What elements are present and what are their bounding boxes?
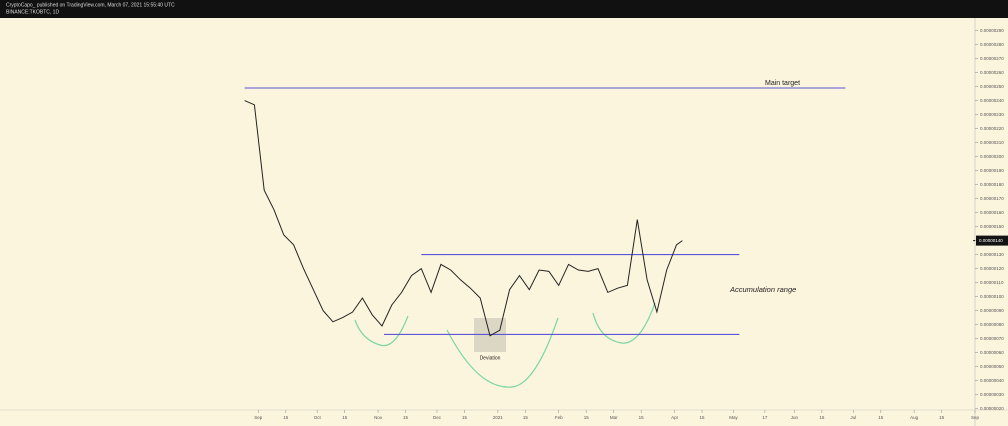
header-bar: [0, 0, 1008, 18]
x-tick-label: Jun: [791, 415, 799, 420]
x-tick-label: 15: [403, 415, 409, 420]
y-tick-label: 0.00000080: [980, 322, 1004, 327]
x-tick-label: Aug: [910, 415, 919, 420]
y-tick-label: 0.00000230: [980, 112, 1004, 117]
x-tick-label: 15: [878, 415, 884, 420]
x-tick-label: Sep: [971, 415, 980, 420]
y-tick-label: 0.00000150: [980, 224, 1004, 229]
y-tick-label: 0.00000220: [980, 126, 1004, 131]
annotation: Accumulation range: [729, 285, 796, 294]
x-tick-label: 2021: [493, 415, 504, 420]
price-line: [244, 100, 683, 337]
x-tick-label: Jul: [850, 415, 856, 420]
x-tick-label: 15: [584, 415, 590, 420]
y-tick-label: 0.00000120: [980, 266, 1004, 271]
y-tick-label: 0.00000180: [980, 182, 1004, 187]
last-price-label: 0.00000140: [979, 238, 1003, 243]
y-tick-label: 0.00000070: [980, 336, 1004, 341]
y-tick-label: 0.00000040: [980, 378, 1004, 383]
y-tick-label: 0.00000270: [980, 56, 1004, 61]
last-price-box: [976, 235, 1008, 246]
y-tick-label: 0.00000020: [980, 406, 1004, 411]
y-tick-label: 0.00000260: [980, 70, 1004, 75]
x-tick-label: 15: [283, 415, 289, 420]
y-tick-label: 0.00000290: [980, 28, 1004, 33]
y-tick-label: 0.00000210: [980, 140, 1004, 145]
x-tick-label: Mar: [610, 415, 618, 420]
y-tick-label: 0.00000110: [980, 280, 1004, 285]
x-tick-label: 15: [939, 415, 945, 420]
y-tick-label: 0.00000250: [980, 84, 1004, 89]
y-tick-label: 0.00000090: [980, 308, 1004, 313]
x-tick-label: 15: [462, 415, 468, 420]
y-tick-label: 0.00000130: [980, 252, 1004, 257]
projection-curve: [592, 302, 656, 344]
x-tick-label: 15: [639, 415, 645, 420]
y-tick-label: 0.00000190: [980, 168, 1004, 173]
projection-curve: [354, 315, 409, 347]
x-tick-label: Sep: [254, 415, 263, 420]
x-tick-label: Apr: [671, 415, 679, 420]
annotation: Main target: [765, 80, 800, 87]
x-tick-label: Feb: [555, 415, 563, 420]
x-tick-label: 15: [523, 415, 529, 420]
x-tick-label: Dec: [433, 415, 442, 420]
y-tick-label: 0.00000170: [980, 196, 1004, 201]
y-tick-label: 0.00000280: [980, 42, 1004, 47]
x-tick-label: 17: [762, 415, 768, 420]
y-tick-label: 0.00000160: [980, 210, 1004, 215]
y-tick-label: 0.00000240: [980, 98, 1004, 103]
y-tick-label: 0.00000100: [980, 294, 1004, 299]
y-tick-label: 0.00000030: [980, 392, 1004, 397]
y-tick-label: 0.00000200: [980, 154, 1004, 159]
x-tick-label: May: [729, 415, 738, 420]
x-tick-label: Nov: [374, 415, 383, 420]
annotation: Deviation: [480, 355, 501, 361]
x-tick-label: 15: [700, 415, 706, 420]
header-line: BINANCE:TKOBTC, 1D: [6, 9, 59, 15]
y-tick-label: 0.00000050: [980, 364, 1004, 369]
x-tick-label: 15: [819, 415, 825, 420]
x-tick-label: Oct: [314, 415, 322, 420]
x-tick-label: 15: [342, 415, 348, 420]
projection-curve: [446, 317, 559, 388]
y-tick-label: 0.00000060: [980, 350, 1004, 355]
header-line: CryptoCapo_ published on TradingView.com…: [6, 2, 175, 8]
